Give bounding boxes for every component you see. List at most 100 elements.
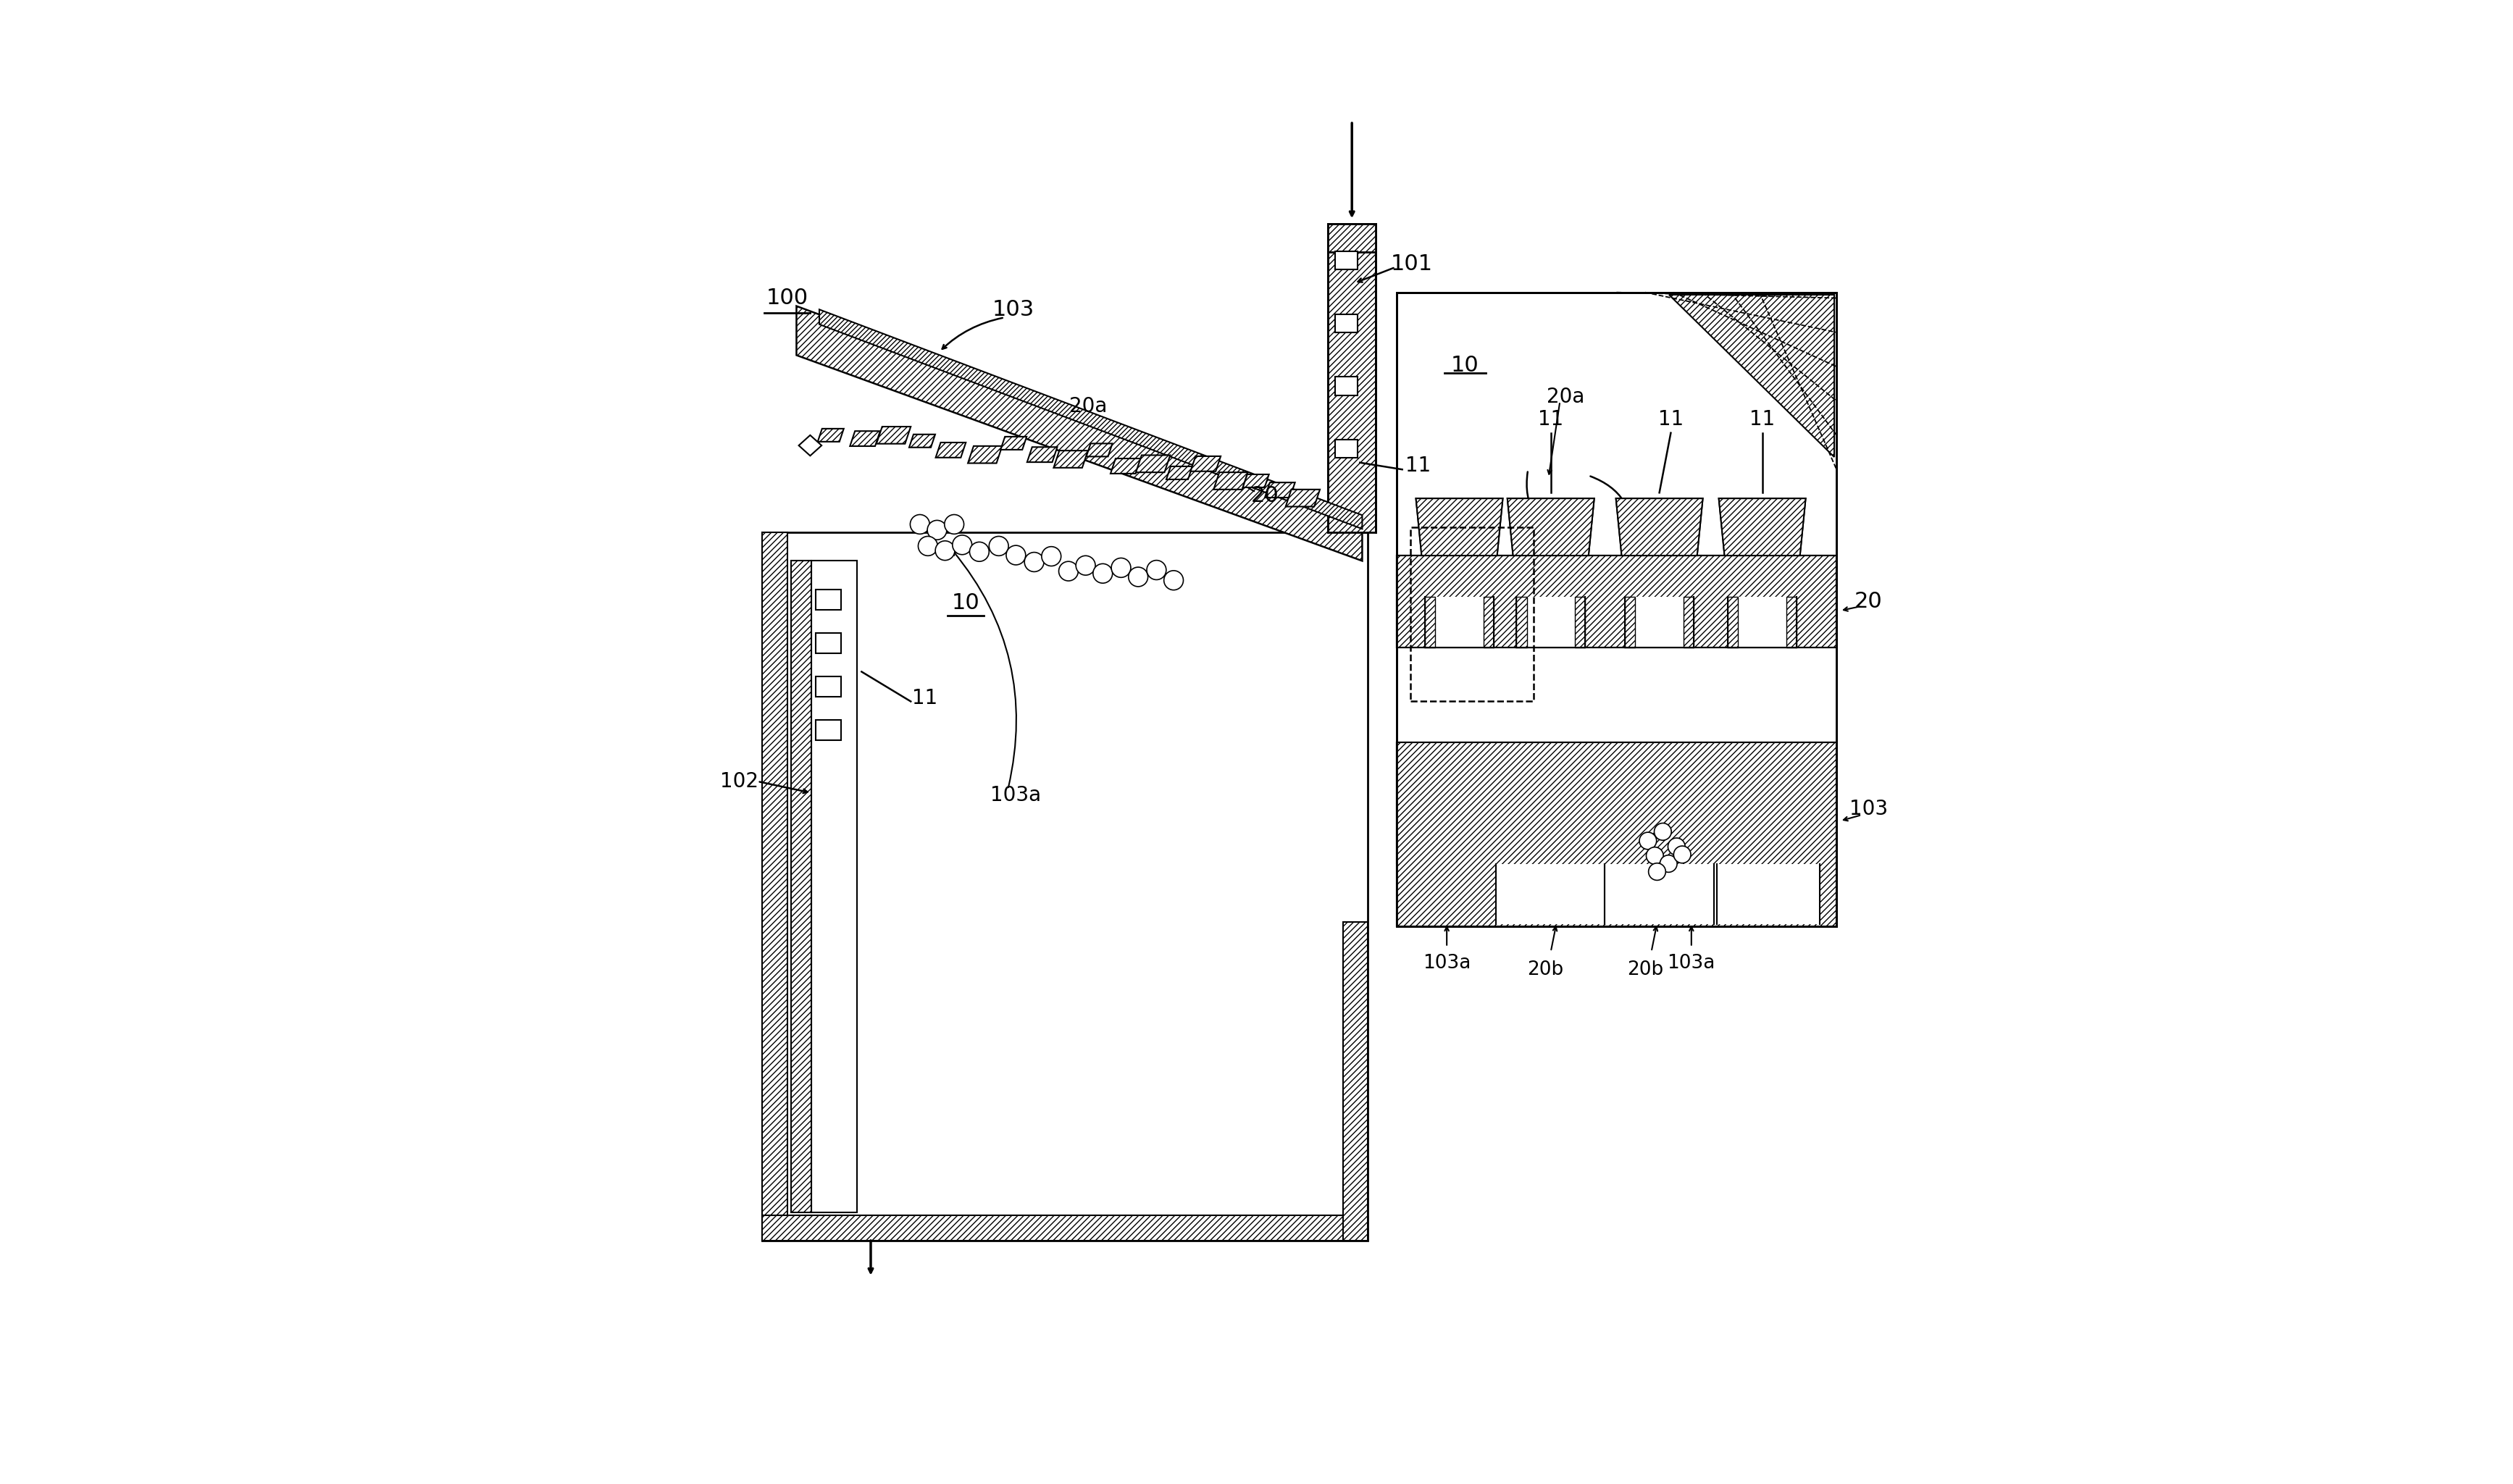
Polygon shape xyxy=(799,435,822,456)
Bar xyxy=(1515,597,1528,647)
Bar xyxy=(1714,864,1819,925)
Bar xyxy=(812,561,857,1212)
Bar xyxy=(1483,597,1493,647)
Bar xyxy=(1397,555,1837,647)
Bar xyxy=(1425,597,1493,647)
Bar xyxy=(1515,635,1586,647)
Bar xyxy=(1608,742,1711,926)
Polygon shape xyxy=(877,426,910,444)
Bar xyxy=(1684,597,1694,647)
Bar xyxy=(817,677,842,697)
Bar xyxy=(1425,597,1435,647)
Bar xyxy=(1681,597,1694,647)
Circle shape xyxy=(1164,570,1184,591)
Bar xyxy=(1626,597,1636,647)
Text: 100: 100 xyxy=(766,288,809,309)
Bar xyxy=(817,720,842,741)
Bar xyxy=(1784,597,1797,647)
Circle shape xyxy=(1111,558,1131,577)
Bar xyxy=(1425,597,1437,647)
Bar xyxy=(1729,597,1739,647)
Polygon shape xyxy=(935,442,965,457)
Bar xyxy=(1410,527,1533,702)
Polygon shape xyxy=(1287,490,1319,506)
Polygon shape xyxy=(1616,499,1704,555)
Bar xyxy=(1397,292,1837,926)
Polygon shape xyxy=(1508,499,1593,555)
Bar xyxy=(761,533,1367,1241)
Circle shape xyxy=(1669,838,1686,855)
Bar xyxy=(792,561,812,1212)
Text: 20: 20 xyxy=(1855,591,1882,611)
Text: 103a: 103a xyxy=(990,785,1040,806)
Polygon shape xyxy=(1136,456,1171,472)
Bar xyxy=(817,589,842,610)
Text: 20b: 20b xyxy=(1528,960,1563,979)
Polygon shape xyxy=(1214,472,1249,490)
Bar xyxy=(761,1215,1367,1241)
Bar xyxy=(1515,597,1586,647)
Bar xyxy=(1576,597,1586,647)
Circle shape xyxy=(970,542,990,561)
Circle shape xyxy=(927,521,947,540)
Bar xyxy=(1334,251,1357,270)
Polygon shape xyxy=(1166,466,1191,479)
Circle shape xyxy=(1661,855,1676,873)
Bar xyxy=(1327,224,1377,252)
Bar xyxy=(1397,742,1498,926)
Polygon shape xyxy=(819,310,1362,528)
Polygon shape xyxy=(1616,499,1704,555)
Polygon shape xyxy=(1719,499,1807,555)
Polygon shape xyxy=(1415,499,1503,555)
Polygon shape xyxy=(1719,499,1807,555)
Polygon shape xyxy=(1415,499,1503,555)
Circle shape xyxy=(1638,833,1656,849)
Polygon shape xyxy=(968,447,1003,463)
Circle shape xyxy=(917,536,937,555)
Circle shape xyxy=(910,515,930,534)
Text: 103a: 103a xyxy=(1422,954,1470,972)
Polygon shape xyxy=(1053,451,1088,467)
Circle shape xyxy=(935,540,955,561)
Circle shape xyxy=(1093,564,1113,583)
Bar xyxy=(1397,555,1837,647)
Text: 20a: 20a xyxy=(1068,396,1106,417)
Bar xyxy=(1729,597,1742,647)
Bar xyxy=(1729,635,1797,647)
Circle shape xyxy=(1646,847,1664,864)
Text: 11: 11 xyxy=(1749,410,1774,429)
Text: 11: 11 xyxy=(912,689,937,708)
Circle shape xyxy=(1146,561,1166,580)
Bar xyxy=(1729,597,1797,647)
Bar xyxy=(1716,742,1837,926)
Text: 11: 11 xyxy=(1659,410,1684,429)
Text: 103a: 103a xyxy=(1666,954,1716,972)
Bar xyxy=(1397,742,1837,864)
Text: 103: 103 xyxy=(993,298,1035,321)
Circle shape xyxy=(1076,555,1096,576)
Text: 102: 102 xyxy=(721,772,759,791)
Circle shape xyxy=(1040,546,1060,565)
Bar xyxy=(1626,635,1694,647)
Circle shape xyxy=(952,536,973,555)
Circle shape xyxy=(1005,546,1025,565)
Polygon shape xyxy=(797,306,1362,561)
Bar xyxy=(1425,597,1493,647)
Bar xyxy=(1334,377,1357,395)
Bar xyxy=(1787,597,1797,647)
Bar xyxy=(1515,597,1586,647)
Bar xyxy=(1397,742,1837,926)
Circle shape xyxy=(1058,561,1078,580)
Bar xyxy=(1626,597,1694,647)
Polygon shape xyxy=(849,430,880,447)
Polygon shape xyxy=(1086,444,1113,457)
Bar xyxy=(1425,635,1493,647)
Polygon shape xyxy=(1028,447,1058,462)
Bar xyxy=(1327,224,1377,533)
Bar xyxy=(817,632,842,653)
Text: 20: 20 xyxy=(1251,485,1279,506)
Text: 11: 11 xyxy=(1405,456,1430,476)
Circle shape xyxy=(1674,846,1691,864)
Bar xyxy=(1397,292,1837,926)
Polygon shape xyxy=(1000,436,1028,450)
